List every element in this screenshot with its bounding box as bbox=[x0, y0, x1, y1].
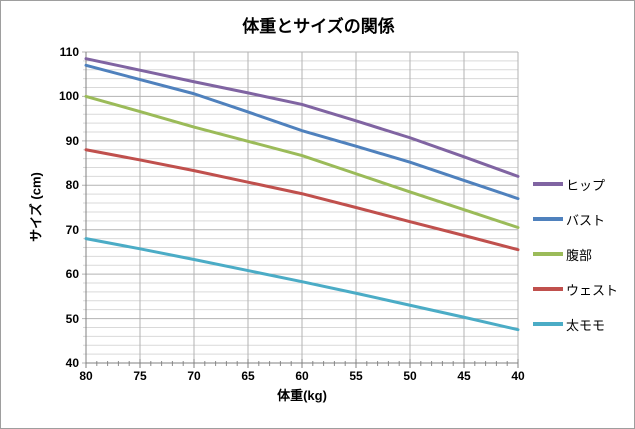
legend-label: ヒップ bbox=[566, 177, 606, 193]
legend-swatch bbox=[533, 252, 563, 256]
series-line-1 bbox=[84, 63, 520, 201]
y-tick-label: 70 bbox=[65, 222, 79, 237]
x-tick-label: 50 bbox=[403, 369, 417, 383]
x-tick-label: 40 bbox=[511, 369, 525, 383]
legend-label: 太モモ bbox=[566, 317, 606, 333]
x-tick-label: 75 bbox=[133, 369, 147, 383]
y-tick-label: 110 bbox=[59, 45, 79, 59]
x-tick-label: 65 bbox=[241, 369, 255, 383]
x-tick-label: 60 bbox=[295, 369, 309, 383]
legend-swatch bbox=[533, 322, 563, 326]
legend-swatch bbox=[533, 182, 563, 186]
legend: ヒップバスト腹部ウェスト太モモ bbox=[533, 1, 629, 428]
x-tick-label: 70 bbox=[187, 369, 201, 383]
x-tick-label: 80 bbox=[79, 369, 93, 383]
x-tick-label: 45 bbox=[457, 369, 471, 383]
legend-swatch bbox=[533, 287, 563, 291]
series-line-4 bbox=[84, 237, 520, 332]
x-axis-title: 体重(kg) bbox=[277, 388, 327, 403]
y-tick-label: 40 bbox=[65, 356, 79, 370]
legend-label: 腹部 bbox=[566, 247, 593, 263]
legend-item-4[interactable]: 太モモ bbox=[533, 309, 605, 339]
series-line-0 bbox=[84, 57, 520, 178]
legend-swatch bbox=[533, 217, 563, 221]
chart-title: 体重とサイズの関係 bbox=[242, 17, 395, 36]
y-tick-label: 90 bbox=[65, 133, 79, 148]
y-tick-label: 80 bbox=[65, 178, 79, 193]
series-line-2 bbox=[84, 94, 520, 229]
legend-label: ウェスト bbox=[566, 282, 619, 298]
legend-item-2[interactable]: 腹部 bbox=[533, 239, 592, 269]
y-tick-label: 100 bbox=[58, 89, 79, 104]
legend-item-1[interactable]: バスト bbox=[533, 204, 605, 234]
y-tick-label: 60 bbox=[65, 267, 79, 282]
legend-item-3[interactable]: ウェスト bbox=[533, 274, 618, 304]
legend-item-0[interactable]: ヒップ bbox=[533, 169, 605, 199]
series-line-3 bbox=[84, 148, 520, 252]
y-tick-label: 50 bbox=[65, 311, 79, 326]
legend-label: バスト bbox=[566, 212, 606, 228]
x-tick-label: 55 bbox=[349, 369, 363, 383]
